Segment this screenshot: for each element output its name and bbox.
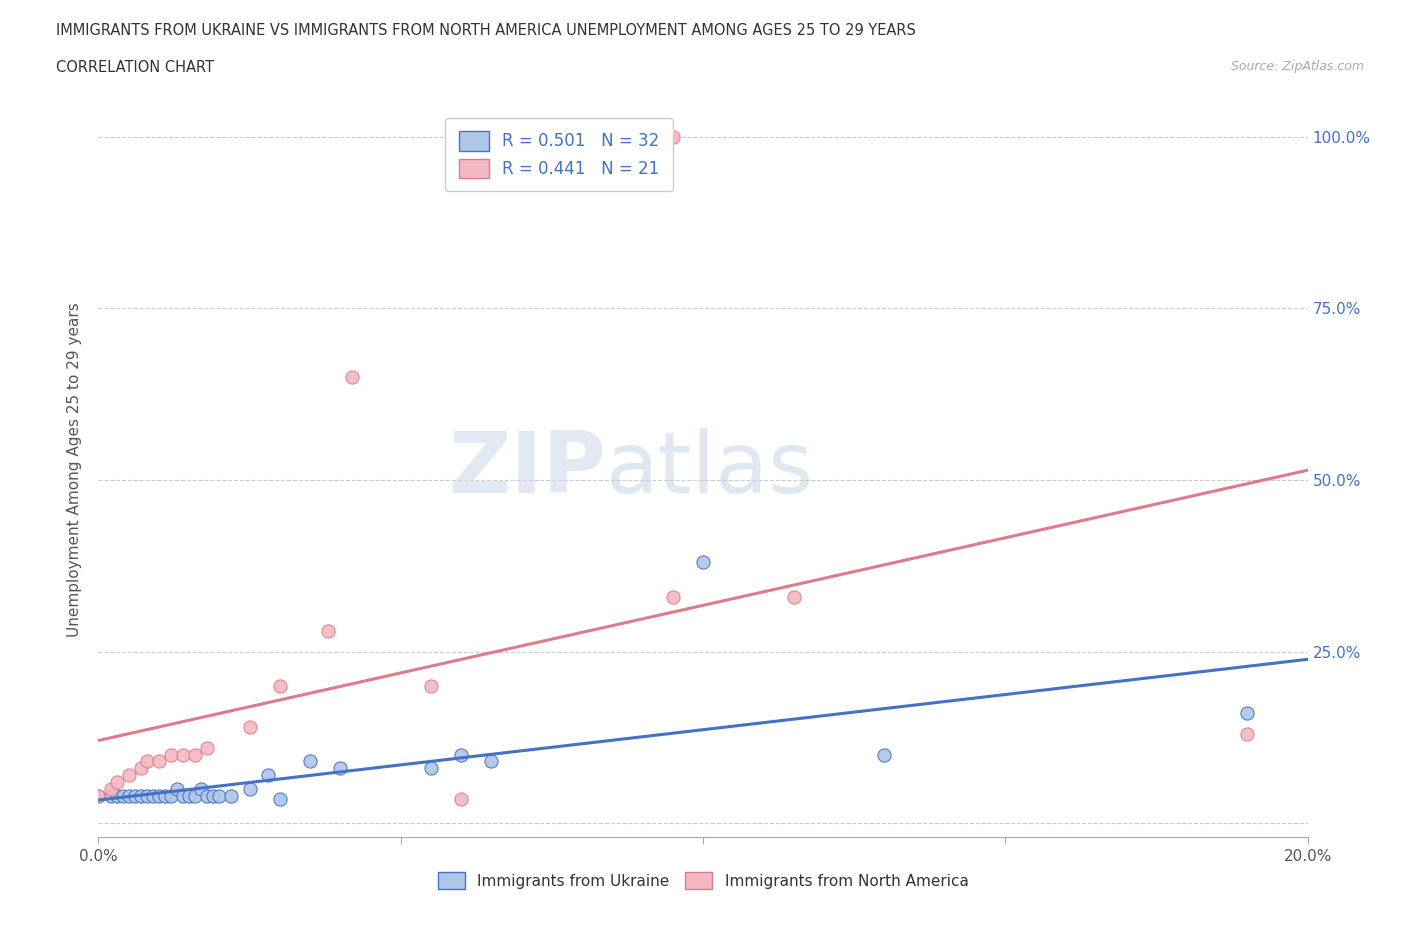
Point (135, 754, 157, 769)
Point (172, 747, 194, 762)
Point (87, 789, 110, 804)
Legend: Immigrants from Ukraine, Immigrants from North America: Immigrants from Ukraine, Immigrants from… (432, 866, 974, 896)
Point (184, 747, 207, 762)
Point (202, 789, 225, 804)
Point (179, 789, 201, 804)
Point (195, 789, 218, 804)
Point (239, 781, 262, 796)
Point (239, 720, 262, 735)
Point (129, 789, 152, 804)
Point (269, 791, 291, 806)
Point (221, 789, 243, 804)
Point (329, 761, 352, 776)
Point (172, 789, 194, 804)
Point (87, 789, 110, 804)
Point (269, 679, 291, 694)
Point (873, 747, 896, 762)
Point (450, 791, 472, 806)
Point (118, 789, 141, 804)
Point (195, 740, 218, 755)
Point (342, 369, 364, 384)
Y-axis label: Unemployment Among Ages 25 to 29 years: Unemployment Among Ages 25 to 29 years (67, 302, 83, 637)
Point (420, 679, 443, 694)
Point (481, 754, 503, 769)
Point (316, 624, 339, 639)
Point (256, 768, 278, 783)
Point (692, 555, 714, 570)
Point (184, 789, 207, 804)
Point (166, 781, 188, 796)
Point (208, 789, 231, 804)
Point (124, 789, 146, 804)
Point (662, 129, 685, 144)
Point (160, 789, 183, 804)
Point (420, 761, 443, 776)
Point (111, 789, 134, 804)
Point (1236, 726, 1258, 741)
Text: atlas: atlas (606, 428, 814, 512)
Point (118, 768, 141, 783)
Point (1236, 706, 1258, 721)
Point (129, 761, 152, 776)
Point (105, 789, 128, 804)
Point (299, 754, 322, 769)
Point (153, 789, 176, 804)
Text: IMMIGRANTS FROM UKRAINE VS IMMIGRANTS FROM NORTH AMERICA UNEMPLOYMENT AMONG AGES: IMMIGRANTS FROM UKRAINE VS IMMIGRANTS FR… (56, 23, 917, 38)
Text: CORRELATION CHART: CORRELATION CHART (56, 60, 214, 75)
Point (190, 781, 212, 796)
Point (450, 747, 472, 762)
Point (105, 775, 128, 790)
Point (662, 590, 685, 604)
Point (100, 789, 122, 804)
Point (160, 747, 183, 762)
Point (100, 781, 122, 796)
Text: Source: ZipAtlas.com: Source: ZipAtlas.com (1230, 60, 1364, 73)
Point (148, 789, 170, 804)
Point (135, 789, 157, 804)
Point (783, 590, 806, 604)
Point (148, 754, 170, 769)
Text: ZIP: ZIP (449, 428, 606, 512)
Point (142, 789, 165, 804)
